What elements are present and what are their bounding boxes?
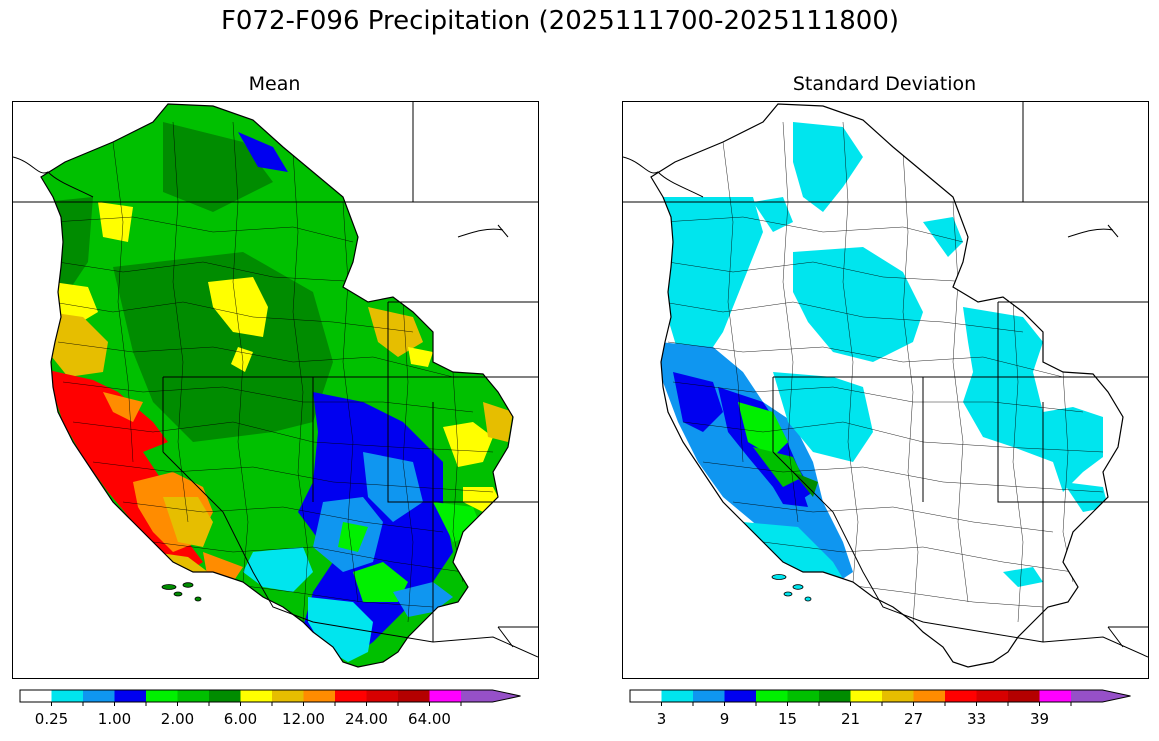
colorbar-tick-label: 6.00 xyxy=(223,710,258,728)
colorbar-tick-label: 2.00 xyxy=(160,710,195,728)
mean-map xyxy=(12,101,539,679)
colorbar-swatch xyxy=(240,690,272,702)
colorbar-tick-label: 15 xyxy=(777,710,798,728)
colorbar-swatch xyxy=(20,690,52,702)
colorbar-swatch xyxy=(177,690,209,702)
colorbar-tick-label: 9 xyxy=(719,710,730,728)
colorbar-swatch xyxy=(661,690,693,702)
stddev-map-svg xyxy=(623,102,1148,668)
colorbar-swatch xyxy=(146,690,178,702)
colorbar-swatch xyxy=(461,690,521,702)
colorbar-swatch xyxy=(209,690,241,702)
colorbar-swatch xyxy=(1071,690,1131,702)
colorbar-swatch xyxy=(303,690,335,702)
colorbar-swatch xyxy=(1039,690,1071,702)
colorbar-swatch xyxy=(630,690,662,702)
colorbar-swatch xyxy=(335,690,367,702)
colorbar-swatch xyxy=(1008,690,1040,702)
colorbar-swatch xyxy=(976,690,1008,702)
mean-map-svg xyxy=(13,102,538,668)
mean-colorbar xyxy=(19,689,521,706)
colorbar-swatch xyxy=(850,690,882,702)
colorbar-tick-label: 33 xyxy=(966,710,987,728)
stddev-panel-title: Standard Deviation xyxy=(792,73,977,95)
colorbar-tick-label: 24.00 xyxy=(345,710,388,728)
figure-title: F072-F096 Precipitation (2025111700-2025… xyxy=(220,6,900,36)
colorbar-tick-label: 39 xyxy=(1029,710,1050,728)
colorbar-outline xyxy=(629,689,1131,703)
colorbar-tick-label: 12.00 xyxy=(282,710,325,728)
mean-panel-title: Mean xyxy=(248,73,301,95)
colorbar-tick-label: 64.00 xyxy=(408,710,451,728)
colorbar-tick-label: 27 xyxy=(903,710,924,728)
colorbar-swatch xyxy=(51,690,83,702)
colorbar-tick-label: 0.25 xyxy=(34,710,69,728)
colorbar-tick-label: 1.00 xyxy=(97,710,132,728)
colorbar-tick-label: 3 xyxy=(656,710,667,728)
colorbar-swatch xyxy=(398,690,430,702)
stddev-colorbar xyxy=(629,689,1131,706)
colorbar-swatch xyxy=(756,690,788,702)
colorbar-swatch xyxy=(429,690,461,702)
colorbar-swatch xyxy=(366,690,398,702)
colorbar-swatch xyxy=(272,690,304,702)
colorbar-tick-label: 21 xyxy=(840,710,861,728)
colorbar-swatch xyxy=(913,690,945,702)
colorbar-swatch xyxy=(945,690,977,702)
colorbar-swatch xyxy=(787,690,819,702)
colorbar-outline xyxy=(19,689,521,703)
colorbar-swatch xyxy=(882,690,914,702)
colorbar-swatch xyxy=(693,690,725,702)
colorbar-swatch xyxy=(724,690,756,702)
stddev-map xyxy=(622,101,1149,679)
colorbar-swatch xyxy=(83,690,115,702)
colorbar-swatch xyxy=(114,690,146,702)
colorbar-swatch xyxy=(819,690,851,702)
